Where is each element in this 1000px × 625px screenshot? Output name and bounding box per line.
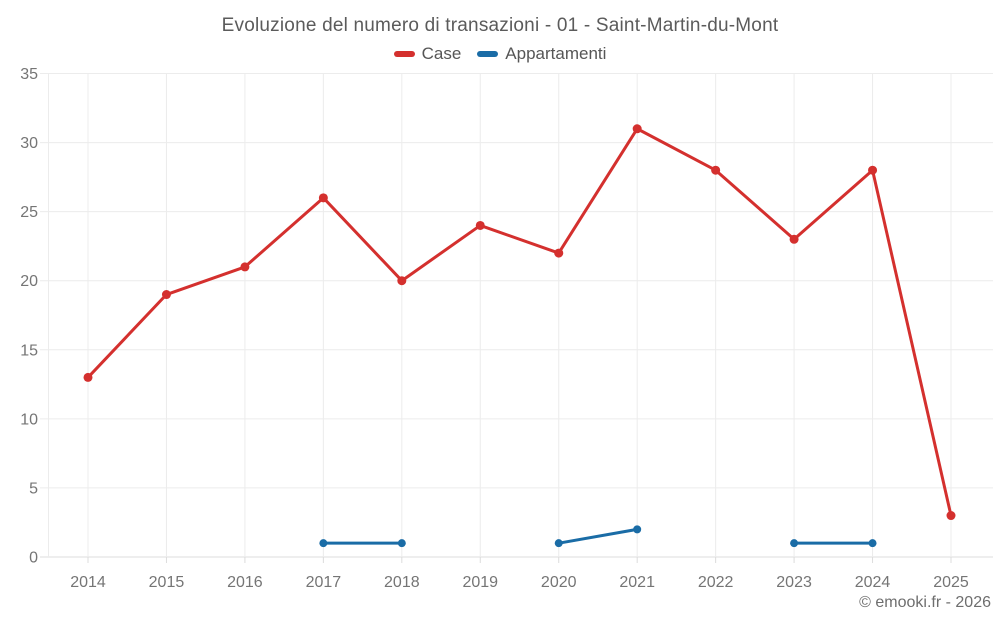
appartamenti-point[interactable] [319, 539, 328, 548]
legend-label-case: Case [421, 44, 462, 63]
x-tick-label: 2014 [70, 574, 106, 591]
legend: Case Appartamenti [0, 44, 1000, 64]
chart-title: Evoluzione del numero di transazioni - 0… [221, 15, 779, 36]
y-tick-label: 0 [29, 550, 38, 567]
appartamenti-point[interactable] [397, 539, 406, 548]
case-point[interactable] [789, 234, 799, 244]
appartamenti-point[interactable] [790, 539, 799, 548]
appartamenti-line [557, 527, 639, 545]
legend-label-appartamenti: Appartamenti [505, 44, 607, 63]
case-point[interactable] [161, 290, 171, 300]
case-point[interactable] [946, 511, 956, 521]
appartamenti-point[interactable] [554, 539, 563, 548]
x-tick-label: 2025 [933, 574, 969, 591]
y-tick-label: 25 [20, 204, 38, 221]
case-point[interactable] [711, 165, 721, 175]
case-line [86, 127, 953, 518]
y-tick-label: 15 [20, 342, 38, 359]
x-tick-label: 2023 [776, 574, 812, 591]
case-point[interactable] [318, 193, 328, 203]
case-point[interactable] [554, 248, 564, 258]
x-tick-label: 2022 [698, 574, 734, 591]
y-tick-label: 35 [20, 66, 38, 83]
x-tick-label: 2016 [227, 574, 263, 591]
y-tick-label: 20 [20, 273, 38, 290]
case-swatch-icon [393, 51, 415, 57]
case-point[interactable] [868, 165, 878, 175]
case-point[interactable] [83, 372, 93, 382]
x-tick-label: 2024 [855, 574, 891, 591]
appartamenti-point[interactable] [868, 539, 877, 548]
y-tick-label: 30 [20, 135, 38, 152]
case-point[interactable] [632, 124, 642, 134]
appartamenti-point[interactable] [633, 525, 642, 534]
x-tick-label: 2017 [306, 574, 342, 591]
x-tick-label: 2018 [384, 574, 420, 591]
x-tick-label: 2015 [149, 574, 185, 591]
x-tick-label: 2020 [541, 574, 577, 591]
x-tick-label: 2021 [619, 574, 655, 591]
footer-credit: © emooki.fr - 2026 [859, 594, 991, 611]
case-point[interactable] [475, 220, 485, 230]
case-point[interactable] [397, 276, 407, 286]
legend-item-case[interactable]: Case [393, 44, 462, 64]
x-tick-label: 2019 [462, 574, 498, 591]
case-point[interactable] [240, 262, 250, 272]
y-tick-label: 10 [20, 411, 38, 428]
appartamenti-swatch-icon [477, 51, 499, 57]
legend-item-appartamenti[interactable]: Appartamenti [477, 44, 606, 64]
y-tick-label: 5 [29, 480, 38, 497]
